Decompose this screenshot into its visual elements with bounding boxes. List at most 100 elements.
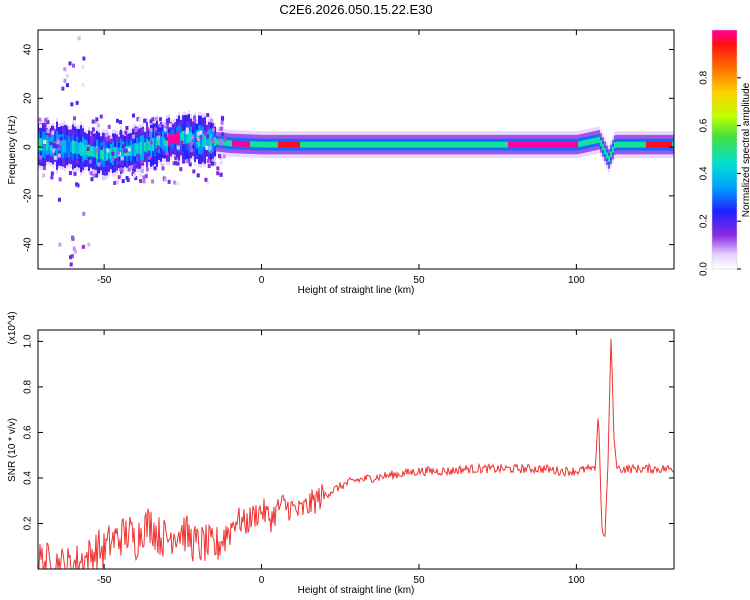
spectrogram-y-tick-label: 20: [23, 92, 34, 104]
heatmap-cell: [428, 141, 430, 148]
heatmap-cell: [390, 141, 392, 148]
heatmap-cell: [588, 139, 590, 145]
heatmap-cell: [294, 141, 296, 148]
heatmap-cell: [286, 141, 288, 148]
heatmap-cell: [240, 140, 242, 147]
heatmap-cell: [80, 141, 82, 156]
heatmap-cell: [508, 141, 510, 148]
heatmap-speckle: [39, 123, 43, 128]
heatmap-cell: [518, 141, 520, 148]
heatmap-cell: [430, 141, 432, 148]
heatmap-speckle: [191, 135, 195, 140]
heatmap-speckle: [42, 173, 46, 178]
heatmap-speckle: [107, 124, 111, 129]
heatmap-speckle: [71, 131, 75, 136]
heatmap-speckle: [174, 158, 178, 163]
heatmap-cell: [476, 141, 478, 148]
heatmap-speckle: [89, 171, 93, 176]
heatmap-cell: [520, 141, 522, 148]
heatmap-cell: [106, 147, 108, 161]
heatmap-speckle: [72, 246, 76, 251]
heatmap-speckle: [59, 136, 63, 141]
heatmap-cell: [582, 140, 584, 147]
heatmap-cell: [510, 141, 512, 148]
heatmap-speckle: [148, 155, 152, 160]
snr-frame: [37, 329, 675, 570]
heatmap-speckle: [58, 242, 62, 247]
heatmap-cell: [292, 141, 294, 148]
snr-x-tick-label: -50: [97, 575, 112, 586]
heatmap-speckle: [75, 100, 79, 105]
heatmap-cell: [332, 141, 334, 148]
heatmap-speckle: [146, 127, 150, 132]
heatmap-cell: [530, 141, 532, 148]
heatmap-speckle: [56, 144, 60, 149]
heatmap-speckle: [172, 180, 176, 185]
heatmap-speckle: [154, 127, 158, 132]
heatmap-cell: [46, 139, 48, 150]
heatmap-speckle: [221, 116, 225, 121]
heatmap-cell: [450, 141, 452, 148]
heatmap-speckle: [134, 127, 138, 132]
heatmap-cell: [562, 141, 564, 148]
heatmap-speckle: [131, 134, 135, 139]
heatmap-cell: [62, 140, 64, 153]
heatmap-cell: [108, 148, 110, 160]
heatmap-speckle: [221, 132, 225, 137]
heatmap-speckle: [70, 254, 74, 259]
heatmap-cell: [568, 141, 570, 148]
heatmap-speckle: [180, 140, 184, 145]
heatmap-cell: [186, 131, 188, 145]
heatmap-speckle: [42, 160, 46, 165]
heatmap-speckle: [40, 159, 44, 164]
heatmap-cell: [612, 146, 614, 153]
heatmap-cell: [658, 141, 660, 148]
heatmap-speckle: [207, 164, 211, 169]
heatmap-cell: [258, 141, 260, 148]
heatmap-cell: [358, 141, 360, 148]
heatmap-speckle: [155, 148, 159, 153]
heatmap-cell: [316, 141, 318, 148]
heatmap-speckle: [162, 150, 166, 155]
heatmap-cell: [492, 141, 494, 148]
heatmap-speckle: [195, 155, 199, 160]
heatmap-cell: [472, 141, 474, 148]
heatmap-speckle: [133, 162, 137, 167]
heatmap-cell: [82, 142, 84, 156]
heatmap-speckle: [196, 173, 200, 178]
heatmap-speckle: [46, 129, 50, 134]
heatmap-cell: [132, 143, 134, 157]
heatmap-cell: [662, 141, 664, 148]
heatmap-cell: [114, 147, 116, 159]
heatmap-speckle: [143, 118, 147, 123]
heatmap-cell: [608, 156, 610, 162]
heatmap-speckle: [132, 173, 136, 178]
heatmap-cell: [406, 141, 408, 148]
heatmap-cell: [318, 141, 320, 148]
heatmap-speckle: [218, 138, 222, 143]
heatmap-speckle: [173, 148, 177, 153]
heatmap-cell: [206, 135, 208, 146]
colorbar-tick-label: 0.6: [699, 118, 710, 132]
snr-series-clip: [38, 338, 674, 569]
heatmap-speckle: [196, 137, 200, 142]
heatmap-speckle: [90, 177, 94, 182]
heatmap-cell: [146, 139, 148, 154]
heatmap-speckle: [154, 117, 158, 122]
heatmap-cell: [464, 141, 466, 148]
heatmap-speckle: [206, 113, 210, 118]
heatmap-speckle: [149, 128, 153, 133]
heatmap-cell: [234, 140, 236, 147]
heatmap-speckle: [193, 115, 197, 120]
heatmap-speckle: [206, 134, 210, 139]
heatmap-cell: [606, 152, 608, 159]
heatmap-cell: [362, 141, 364, 148]
heatmap-cell: [418, 141, 420, 148]
heatmap-cell: [270, 141, 272, 148]
heatmap-cell: [482, 141, 484, 148]
heatmap-speckle: [82, 211, 86, 216]
heatmap-cell: [422, 141, 424, 148]
heatmap-cell: [236, 140, 238, 147]
heatmap-cell: [544, 141, 546, 148]
heatmap-cell: [404, 141, 406, 148]
